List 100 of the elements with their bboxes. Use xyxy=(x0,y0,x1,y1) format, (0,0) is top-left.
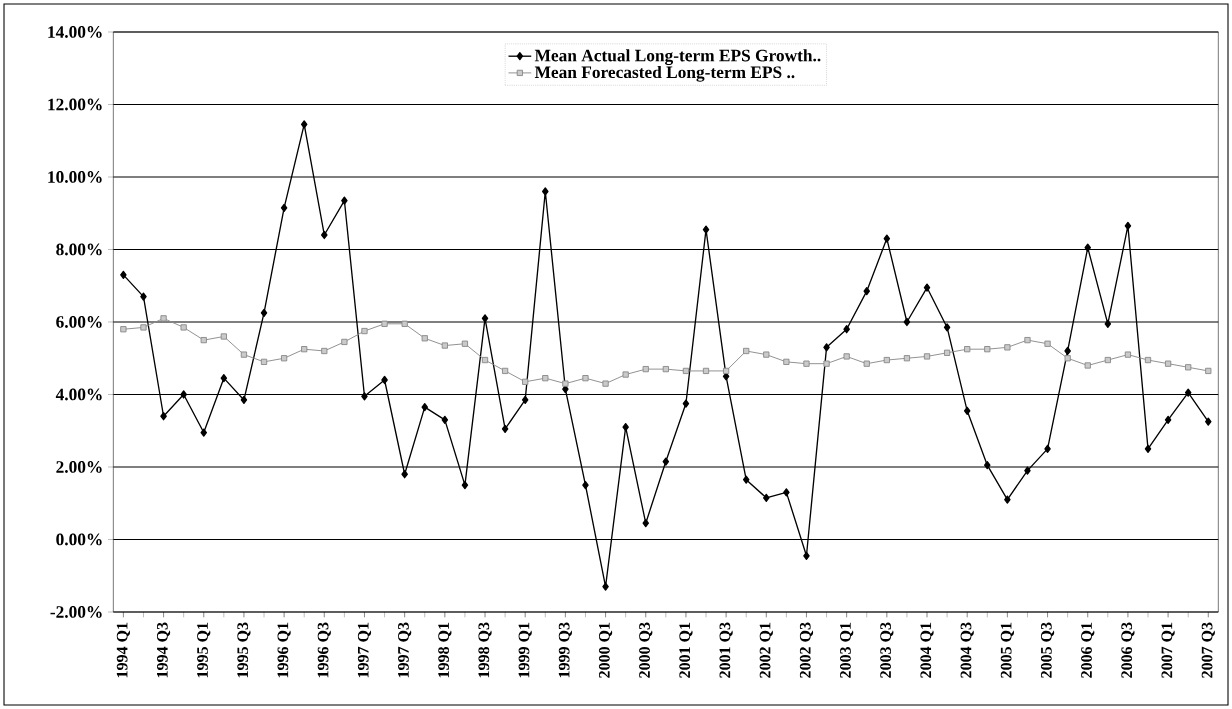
point xyxy=(1004,495,1011,504)
point xyxy=(180,390,187,399)
x-tick-label: 2004 Q1 xyxy=(920,622,934,678)
point xyxy=(341,338,348,346)
point xyxy=(441,415,449,424)
point xyxy=(963,406,971,415)
point xyxy=(903,355,911,362)
point xyxy=(1205,417,1212,426)
point xyxy=(341,196,348,205)
x-tick-label: 1998 Q3 xyxy=(478,622,492,678)
point xyxy=(1144,356,1152,364)
point xyxy=(682,367,690,375)
point xyxy=(763,493,770,502)
x-tick-label: 2003 Q3 xyxy=(880,622,894,678)
point xyxy=(1104,356,1111,364)
point xyxy=(923,283,931,292)
x-tick-label: 2005 Q3 xyxy=(1040,622,1055,678)
x-tick-label: 1999 Q1 xyxy=(518,622,532,678)
x-tick-label: 2007 Q3 xyxy=(1201,622,1215,678)
point xyxy=(1164,415,1172,424)
x-tick-label: 2002 Q1 xyxy=(759,622,773,678)
y-tick-label: 6.00% xyxy=(56,316,102,328)
point xyxy=(401,320,408,327)
point xyxy=(863,287,871,296)
point xyxy=(280,355,288,362)
point xyxy=(783,358,790,365)
point xyxy=(381,375,388,385)
point xyxy=(1205,367,1212,375)
point xyxy=(662,365,669,373)
point xyxy=(481,314,489,323)
point xyxy=(300,120,308,129)
point xyxy=(260,358,268,365)
y-tick-label: 0.00% xyxy=(56,533,102,546)
point xyxy=(200,336,207,344)
point xyxy=(722,367,730,375)
point xyxy=(481,356,489,364)
y-tick-label: 4.00% xyxy=(55,388,102,401)
point xyxy=(542,187,549,196)
point xyxy=(522,378,529,385)
x-tick-label: 1998 Q1 xyxy=(438,622,452,678)
point xyxy=(702,225,710,234)
point xyxy=(763,351,770,358)
point xyxy=(120,270,127,279)
point xyxy=(120,326,127,333)
x-tick-label: 2004 Q3 xyxy=(960,622,974,678)
point xyxy=(662,457,670,466)
point xyxy=(823,360,830,367)
point xyxy=(602,582,609,591)
x-tick-label: 1994 Q3 xyxy=(156,622,171,678)
x-tick-label: 2006 Q3 xyxy=(1121,622,1135,678)
point xyxy=(240,395,248,405)
x-tick-label: 2006 Q1 xyxy=(1081,622,1095,678)
x-tick-label: 1996 Q1 xyxy=(277,622,291,678)
point xyxy=(1064,355,1071,362)
point xyxy=(702,367,710,375)
x-tick-label: 1996 Q3 xyxy=(317,622,331,678)
point xyxy=(1084,362,1091,369)
x-tick-label: 2002 Q3 xyxy=(799,622,814,678)
point xyxy=(1185,364,1192,371)
point xyxy=(642,365,649,373)
point xyxy=(803,360,810,367)
point xyxy=(1104,319,1112,328)
point xyxy=(180,324,187,331)
point xyxy=(1144,444,1152,453)
point xyxy=(160,412,167,421)
x-tick-label: 1997 Q3 xyxy=(398,622,412,678)
point xyxy=(321,347,328,355)
x-tick-label: 1997 Q1 xyxy=(357,622,372,678)
point xyxy=(1164,360,1172,367)
point xyxy=(1044,340,1051,347)
x-tick-label: 1994 Q1 xyxy=(116,622,130,678)
point xyxy=(361,392,368,401)
point xyxy=(1124,351,1132,358)
point xyxy=(381,320,388,327)
y-tick-label: -2.00% xyxy=(50,606,102,618)
point xyxy=(984,461,991,470)
point xyxy=(843,353,850,360)
point xyxy=(1024,466,1031,475)
point xyxy=(984,346,991,353)
point xyxy=(1064,346,1071,356)
point xyxy=(441,342,448,349)
point xyxy=(461,480,469,490)
point xyxy=(1084,243,1092,252)
point xyxy=(501,367,509,375)
point xyxy=(421,403,429,412)
point xyxy=(823,343,830,352)
y-tick-label: 12.00% xyxy=(48,98,102,111)
point xyxy=(682,399,690,408)
point xyxy=(622,422,629,432)
point xyxy=(140,324,147,331)
legend-label: Mean Forecasted Long-term EPS .. xyxy=(534,65,795,82)
point xyxy=(1044,444,1051,453)
point xyxy=(200,428,208,437)
y-tick-label: 14.00% xyxy=(48,26,102,38)
point xyxy=(361,327,368,335)
legend-label: Mean Actual Long-term EPS Growth.. xyxy=(534,49,821,66)
point xyxy=(943,323,951,332)
point xyxy=(1024,336,1031,344)
point xyxy=(240,351,248,358)
point xyxy=(421,335,428,342)
